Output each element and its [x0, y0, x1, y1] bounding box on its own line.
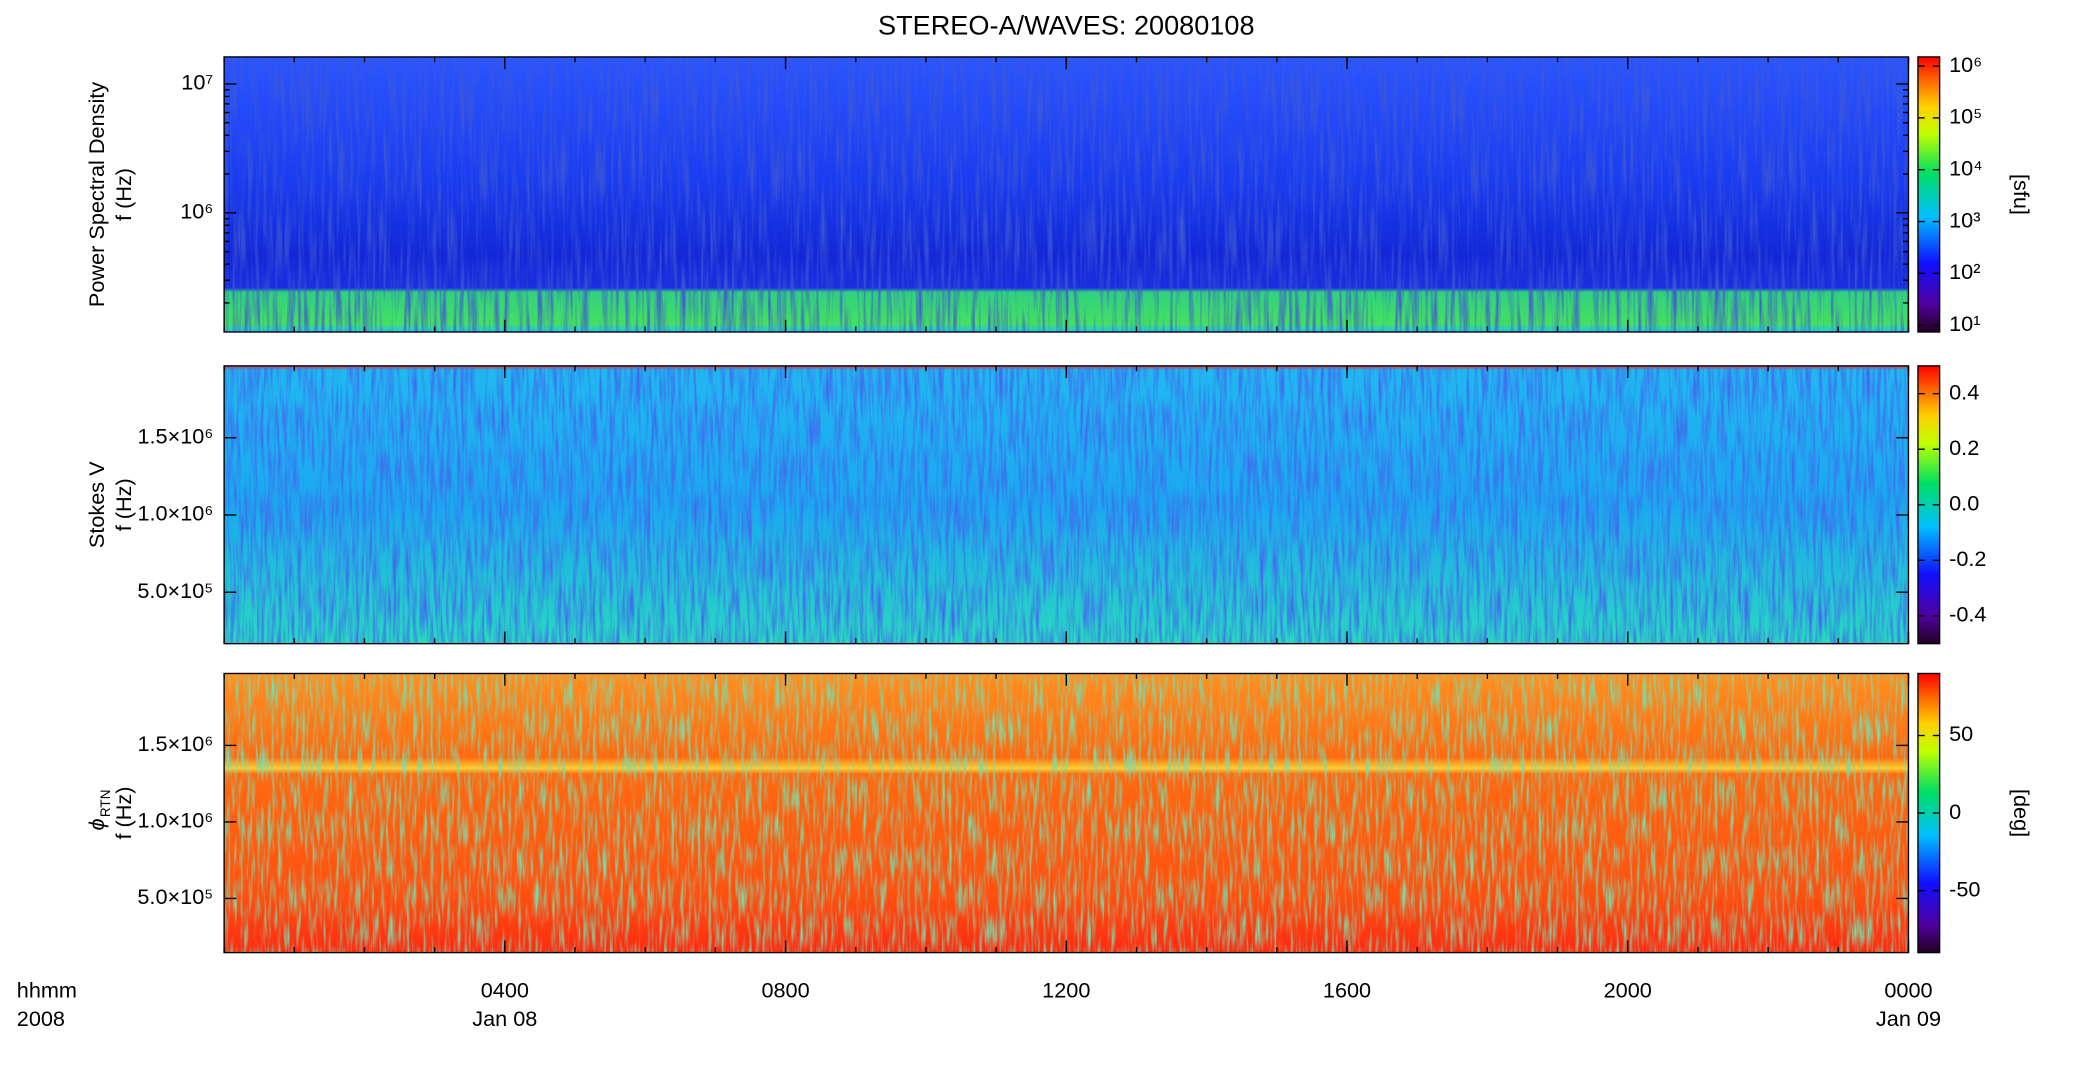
colorbar-tick-label: 10³ — [1949, 207, 1980, 232]
colorbar-tick-label: 10⁴ — [1949, 155, 1982, 180]
x-tick-label: 0000 — [1884, 978, 1932, 1003]
colorbar-tick-label: 10⁶ — [1949, 52, 1982, 77]
colorbar-tick-label: 0.2 — [1949, 435, 1979, 460]
y-label-symbol: ϕ — [84, 818, 109, 830]
colorbar-tick-label: -50 — [1949, 876, 1980, 901]
colorbar-tick-label: 10² — [1949, 259, 1980, 284]
spectrogram-texture — [224, 365, 1909, 644]
y-label-line: f (Hz) — [111, 787, 136, 840]
x-corner-label: 2008 — [17, 1006, 65, 1031]
x-corner-label: hhmm — [17, 978, 77, 1003]
y-tick-label: 10⁶ — [180, 199, 213, 224]
x-tick-label: 0400 — [481, 978, 529, 1003]
spectrogram-texture — [224, 673, 1909, 953]
colorbar-tick-label: 10¹ — [1949, 311, 1980, 336]
y-tick-label: 5.0×10⁵ — [137, 578, 213, 603]
colorbar — [1917, 56, 1941, 333]
x-tick-label: 2000 — [1604, 978, 1652, 1003]
y-tick-label: 1.5×10⁶ — [137, 731, 213, 756]
y-tick-label: 1.0×10⁶ — [137, 808, 213, 833]
colorbar-tick-label: 0.4 — [1949, 379, 1979, 404]
y-label-line: f (Hz) — [111, 478, 136, 531]
y-tick-label: 1.5×10⁶ — [137, 423, 213, 448]
y-label: Power Spectral Density f (Hz) — [84, 82, 136, 307]
y-label-line: f (Hz) — [111, 168, 136, 221]
colorbar-tick-label: 50 — [1949, 721, 1973, 746]
y-label-line: Power Spectral Density — [84, 82, 109, 307]
x-date-label: Jan 08 — [472, 1006, 537, 1031]
colorbar-tick-label: -0.2 — [1949, 546, 1986, 571]
chart-title: STEREO-A/WAVES: 20080108 — [878, 9, 1254, 40]
y-tick-label: 1.0×10⁶ — [137, 501, 213, 526]
x-tick-label: 1600 — [1323, 978, 1371, 1003]
colorbar-label: [deg] — [2009, 789, 2034, 837]
x-date-label: Jan 09 — [1876, 1006, 1941, 1031]
colorbar-tick-label: 10⁵ — [1949, 104, 1982, 129]
y-label-line: Stokes V — [84, 461, 109, 548]
x-tick-label: 0800 — [761, 978, 809, 1003]
colorbar-label: [sfu] — [2009, 174, 2034, 215]
colorbar-tick-label: -0.4 — [1949, 602, 1986, 627]
y-label-subscript: RTN — [98, 790, 113, 818]
y-tick-label: 10⁷ — [181, 70, 213, 95]
x-tick-label: 1200 — [1042, 978, 1090, 1003]
y-tick-label: 5.0×10⁵ — [137, 884, 213, 909]
colorbar-tick-label: 0 — [1949, 799, 1961, 824]
spectrogram-texture — [224, 56, 1909, 332]
colorbar-tick-label: 0.0 — [1949, 491, 1979, 516]
